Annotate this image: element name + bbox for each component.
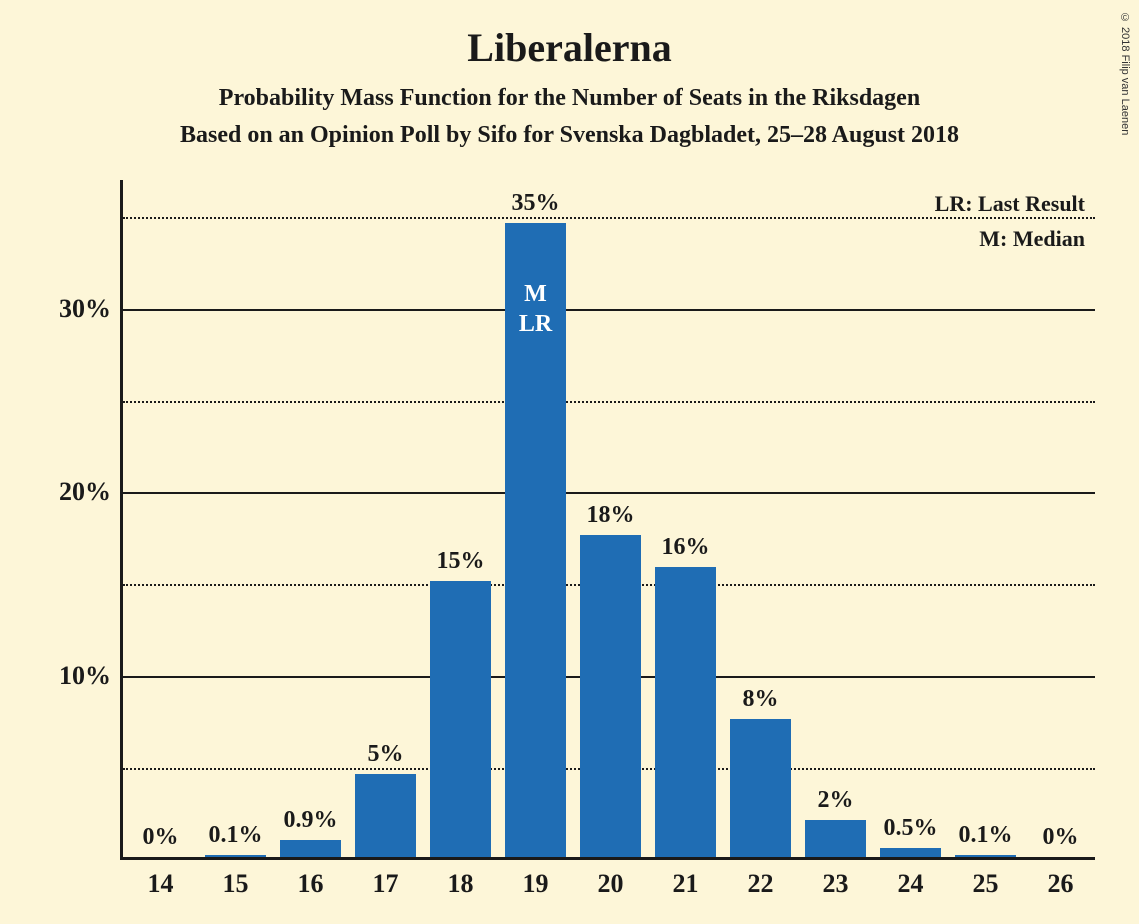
gridline-minor — [123, 217, 1095, 219]
bar: 5% — [355, 774, 417, 857]
bar: 15% — [430, 581, 492, 857]
bar-value-label: 0.9% — [284, 807, 338, 840]
bar: 0.5% — [880, 848, 942, 857]
xtick-label: 25 — [973, 857, 999, 899]
chart-subtitle-2: Based on an Opinion Poll by Sifo for Sve… — [0, 112, 1139, 149]
xtick-label: 22 — [748, 857, 774, 899]
bar: 35%MLR — [505, 223, 567, 857]
bar: 8% — [730, 719, 792, 857]
xtick-label: 23 — [823, 857, 849, 899]
bar-value-label: 16% — [662, 534, 710, 567]
credit-text: © 2018 Filip van Laenen — [1119, 12, 1131, 135]
bar-value-label: 2% — [818, 787, 854, 820]
bar: 2% — [805, 820, 867, 857]
gridline-major — [123, 492, 1095, 494]
gridline-major — [123, 309, 1095, 311]
bar-value-label: 0% — [143, 824, 179, 857]
bar-value-label: 0% — [1043, 824, 1079, 857]
xtick-label: 17 — [373, 857, 399, 899]
bar-value-label: 0.1% — [209, 822, 263, 855]
ytick-label: 20% — [59, 477, 123, 507]
chart-subtitle-1: Probability Mass Function for the Number… — [0, 71, 1139, 112]
xtick-label: 26 — [1048, 857, 1074, 899]
xtick-label: 16 — [298, 857, 324, 899]
chart-title: Liberalerna — [0, 0, 1139, 71]
bar-value-label: 18% — [587, 502, 635, 535]
bar-value-label: 8% — [743, 686, 779, 719]
bar-value-label: 5% — [368, 741, 404, 774]
xtick-label: 15 — [223, 857, 249, 899]
gridline-minor — [123, 401, 1095, 403]
xtick-label: 21 — [673, 857, 699, 899]
ytick-label: 30% — [59, 294, 123, 324]
xtick-label: 18 — [448, 857, 474, 899]
bar: 16% — [655, 567, 717, 857]
bar-value-label: 35% — [512, 190, 560, 223]
xtick-label: 24 — [898, 857, 924, 899]
xtick-label: 20 — [598, 857, 624, 899]
bar-value-label: 0.1% — [959, 822, 1013, 855]
xtick-label: 14 — [148, 857, 174, 899]
legend: LR: Last Result M: Median — [935, 186, 1085, 256]
bar-value-label: 15% — [437, 548, 485, 581]
bar: 0.9% — [280, 840, 342, 857]
xtick-label: 19 — [523, 857, 549, 899]
pmf-chart: © 2018 Filip van Laenen Liberalerna Prob… — [0, 0, 1139, 924]
bar: 18% — [580, 535, 642, 857]
legend-m: M: Median — [935, 221, 1085, 256]
bar-value-label: 0.5% — [884, 815, 938, 848]
plot-area: LR: Last Result M: Median 10%20%30%0%140… — [120, 180, 1095, 860]
bar-annotation: MLR — [519, 279, 552, 339]
ytick-label: 10% — [59, 661, 123, 691]
